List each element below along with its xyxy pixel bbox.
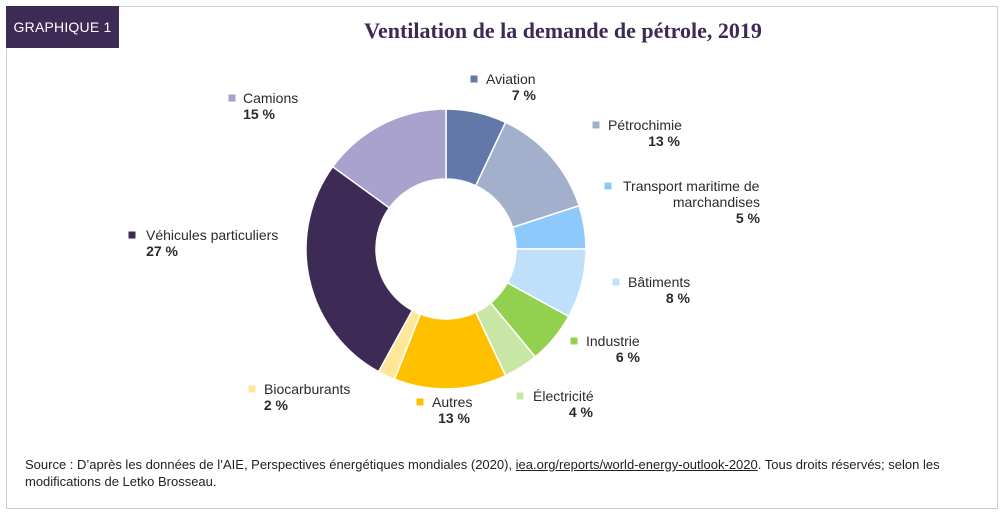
- slice-name: Électricité: [533, 388, 594, 404]
- source-suffix: . Tous droits réservés; selon les modifi…: [25, 457, 940, 489]
- legend-marker: [612, 278, 620, 286]
- legend-marker: [570, 337, 578, 345]
- chart-title: Ventilation de la demande de pétrole, 20…: [364, 18, 762, 43]
- slice-name: Transport maritime de: [623, 178, 760, 194]
- figure-badge: GRAPHIQUE 1: [6, 6, 119, 48]
- figure-frame: [6, 6, 998, 509]
- slice-value-label: 2 %: [264, 397, 289, 413]
- legend-marker: [228, 94, 236, 102]
- slice-value-label: 4 %: [569, 404, 594, 420]
- slice-value-label: 8 %: [666, 290, 691, 306]
- legend-marker: [604, 182, 612, 190]
- slice-name: Biocarburants: [264, 381, 350, 397]
- legend-marker: [592, 121, 600, 129]
- legend-marker: [248, 385, 256, 393]
- slice-value-label: 15 %: [243, 106, 275, 122]
- donut-slices: [305, 108, 587, 390]
- slice-name: Véhicules particuliers: [146, 227, 278, 243]
- source-prefix: Source : D’après les données de l’AIE, P…: [25, 457, 516, 472]
- slice-name: Industrie: [586, 333, 640, 349]
- slice-name: Pétrochimie: [608, 117, 682, 133]
- slice-name: Camions: [243, 90, 298, 106]
- slice-name: Autres: [432, 394, 472, 410]
- slice-value-label: 5 %: [736, 210, 761, 226]
- slice-name: marchandises: [673, 194, 760, 210]
- slice-v-hicules-particuliers: [305, 165, 414, 373]
- legend-marker: [128, 231, 136, 239]
- slice-name: Bâtiments: [628, 274, 690, 290]
- slice-value-label: 6 %: [616, 349, 641, 365]
- slice-value-label: 13 %: [438, 410, 470, 426]
- legend-marker: [416, 398, 424, 406]
- slice-value-label: 7 %: [512, 87, 537, 103]
- legend-marker: [516, 392, 524, 400]
- legend-marker: [470, 75, 478, 83]
- slice-value-label: 13 %: [648, 133, 680, 149]
- source-note: Source : D’après les données de l’AIE, P…: [25, 456, 985, 490]
- slice-camions: [331, 108, 447, 209]
- slice-name: Aviation: [486, 71, 536, 87]
- source-link[interactable]: iea.org/reports/world-energy-outlook-202…: [515, 457, 758, 472]
- slice-value-label: 27 %: [146, 243, 178, 259]
